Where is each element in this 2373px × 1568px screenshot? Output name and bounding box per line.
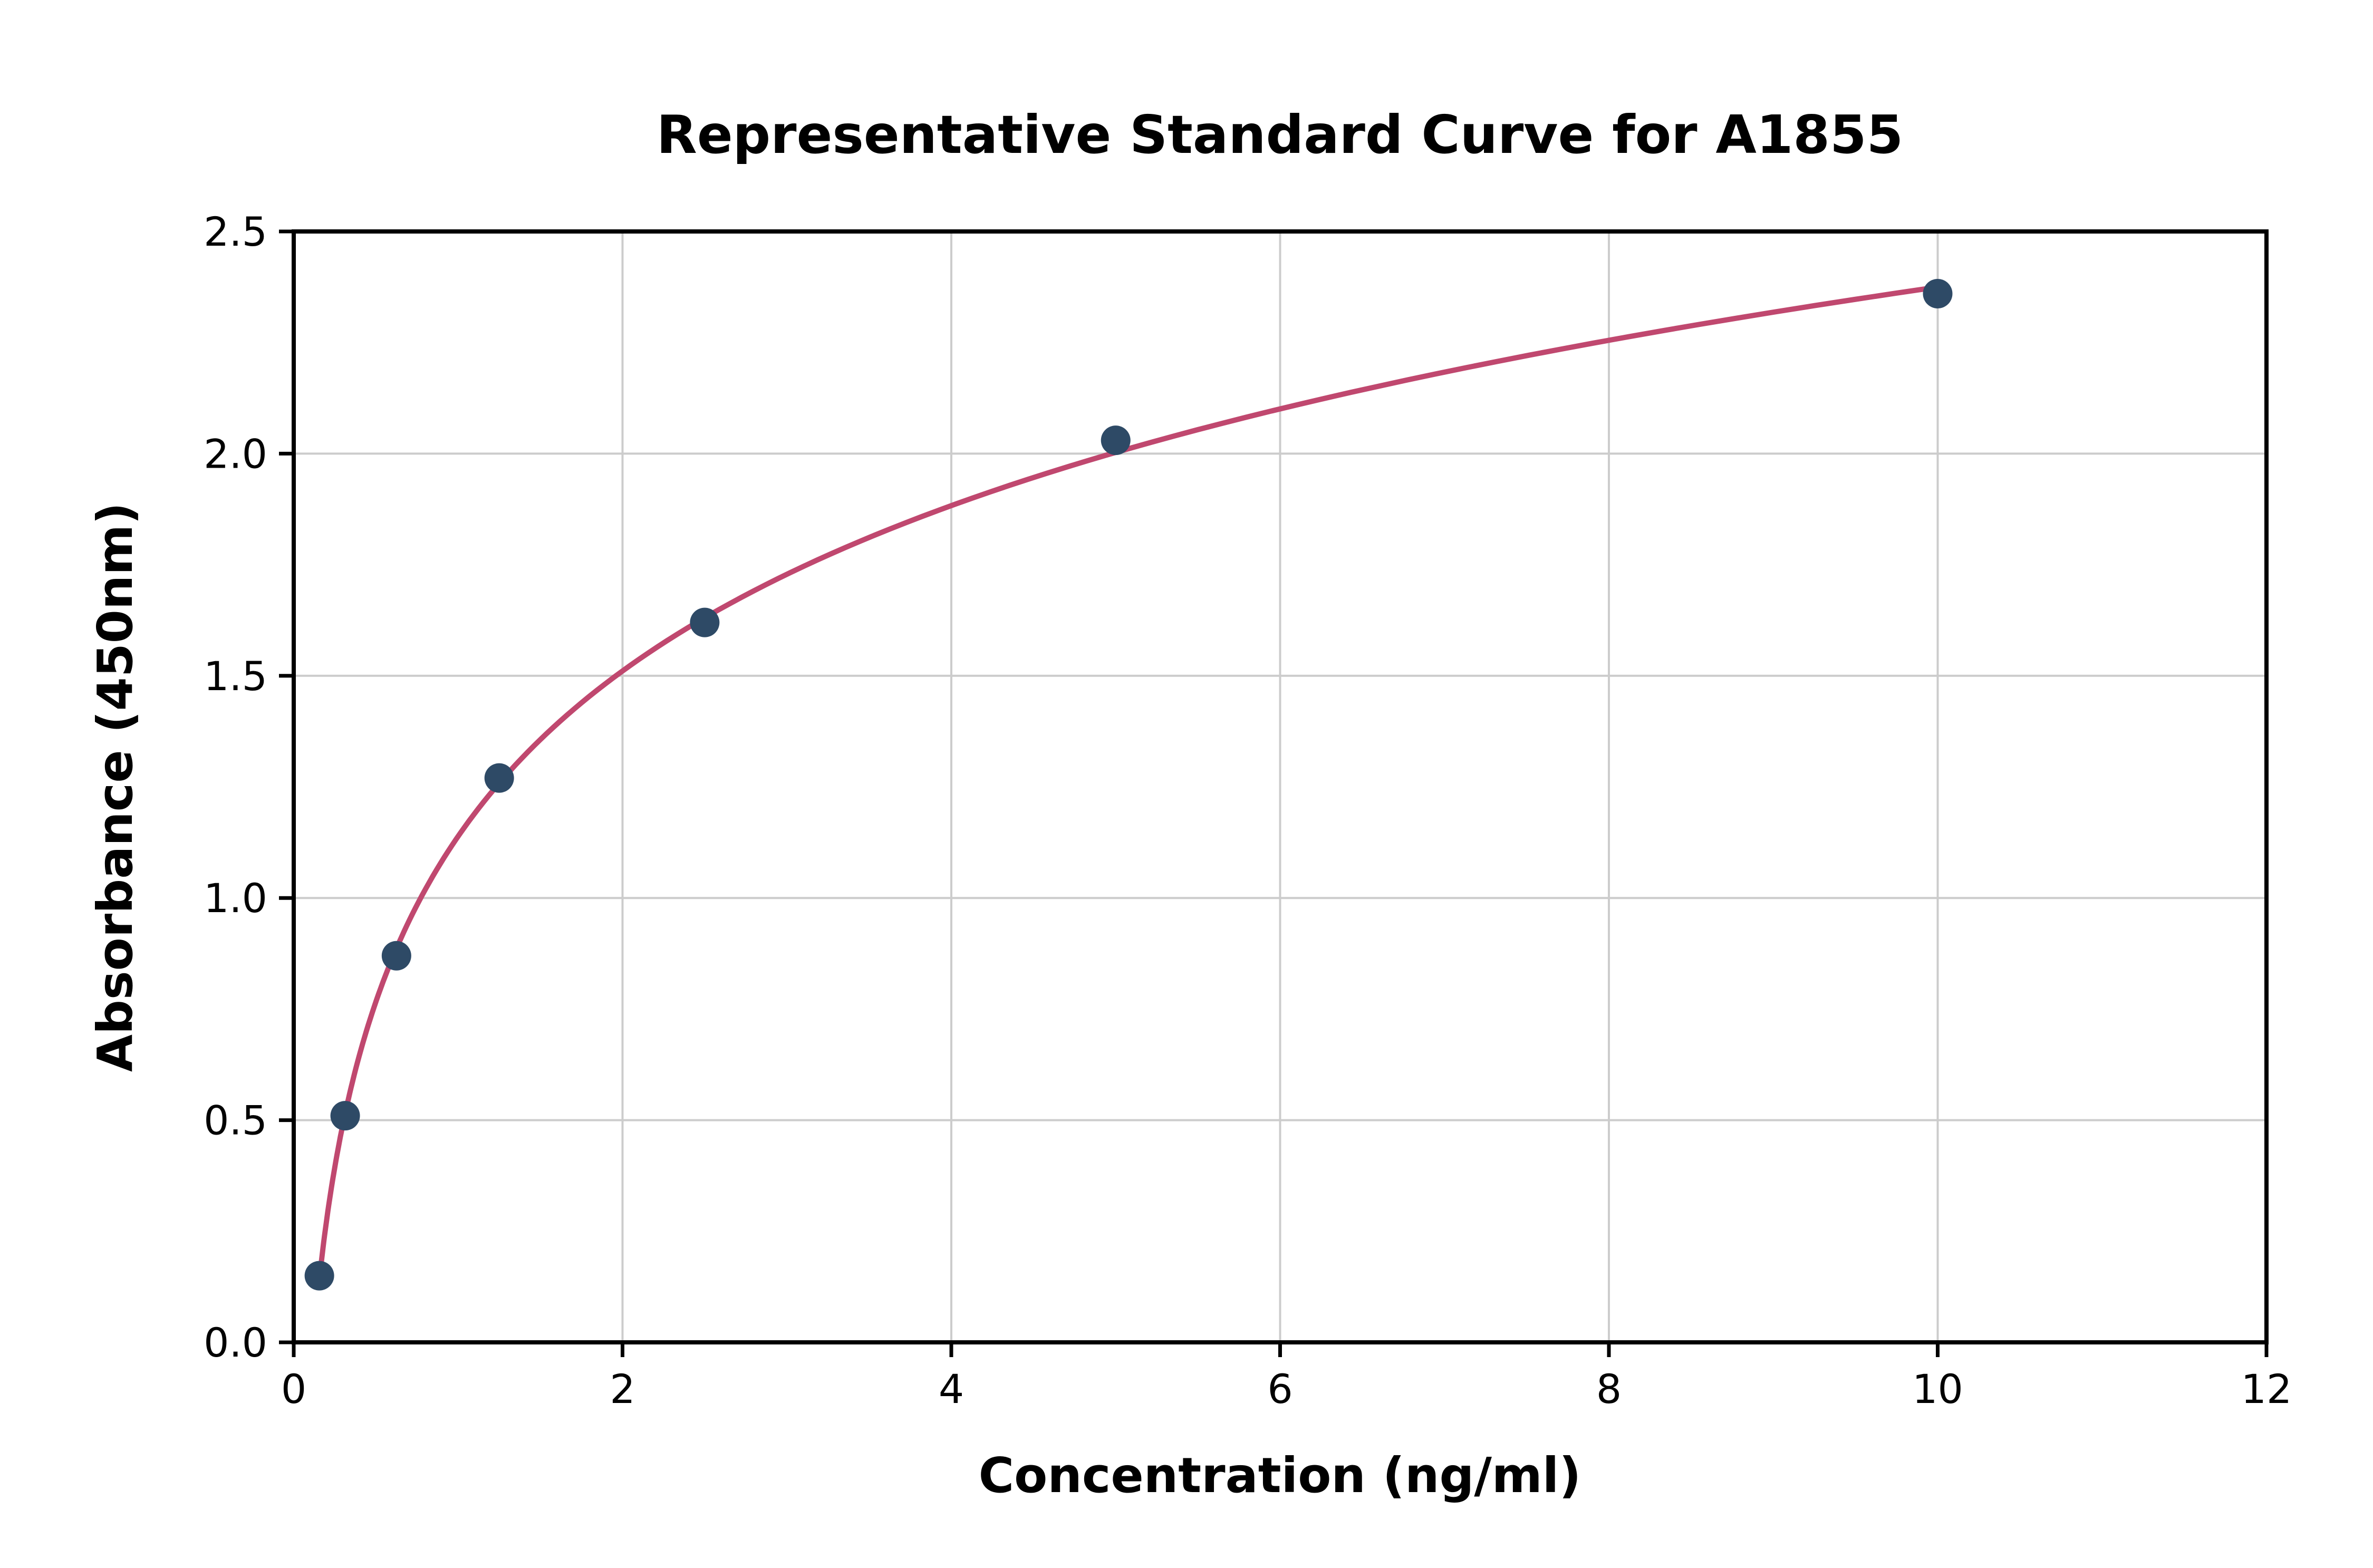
x-tick-label: 0 bbox=[281, 1366, 306, 1412]
y-tick-label: 1.0 bbox=[204, 875, 267, 922]
x-tick-label: 10 bbox=[1912, 1366, 1963, 1412]
y-tick-label: 1.5 bbox=[204, 653, 267, 700]
y-axis-label: Absorbance (450nm) bbox=[87, 502, 143, 1072]
y-tick-label: 0.0 bbox=[204, 1319, 267, 1366]
y-tick-label: 2.5 bbox=[204, 208, 267, 255]
data-point bbox=[381, 941, 411, 971]
data-point bbox=[690, 607, 720, 637]
x-tick-label: 6 bbox=[1267, 1366, 1292, 1412]
x-tick-label: 12 bbox=[2241, 1366, 2292, 1412]
x-tick-label: 4 bbox=[939, 1366, 964, 1412]
tick-layer: 0 2 4 6 8 10 12 0.0 0.5 1.0 1.5 2.0 2.5 bbox=[204, 208, 2292, 1412]
x-tick-label: 2 bbox=[610, 1366, 635, 1412]
data-point bbox=[330, 1101, 360, 1131]
x-tick-label: 8 bbox=[1596, 1366, 1622, 1412]
grid-layer bbox=[293, 230, 2268, 1343]
data-point bbox=[1923, 278, 1953, 308]
chart-title: Representative Standard Curve for A1855 bbox=[657, 104, 1903, 166]
y-tick-label: 0.5 bbox=[204, 1097, 267, 1144]
data-point bbox=[304, 1261, 334, 1291]
data-point bbox=[1101, 425, 1131, 456]
data-point-layer bbox=[304, 278, 1953, 1291]
y-tick-label: 2.0 bbox=[204, 430, 267, 477]
data-point bbox=[484, 763, 514, 793]
x-axis-label: Concentration (ng/ml) bbox=[979, 1447, 1581, 1504]
